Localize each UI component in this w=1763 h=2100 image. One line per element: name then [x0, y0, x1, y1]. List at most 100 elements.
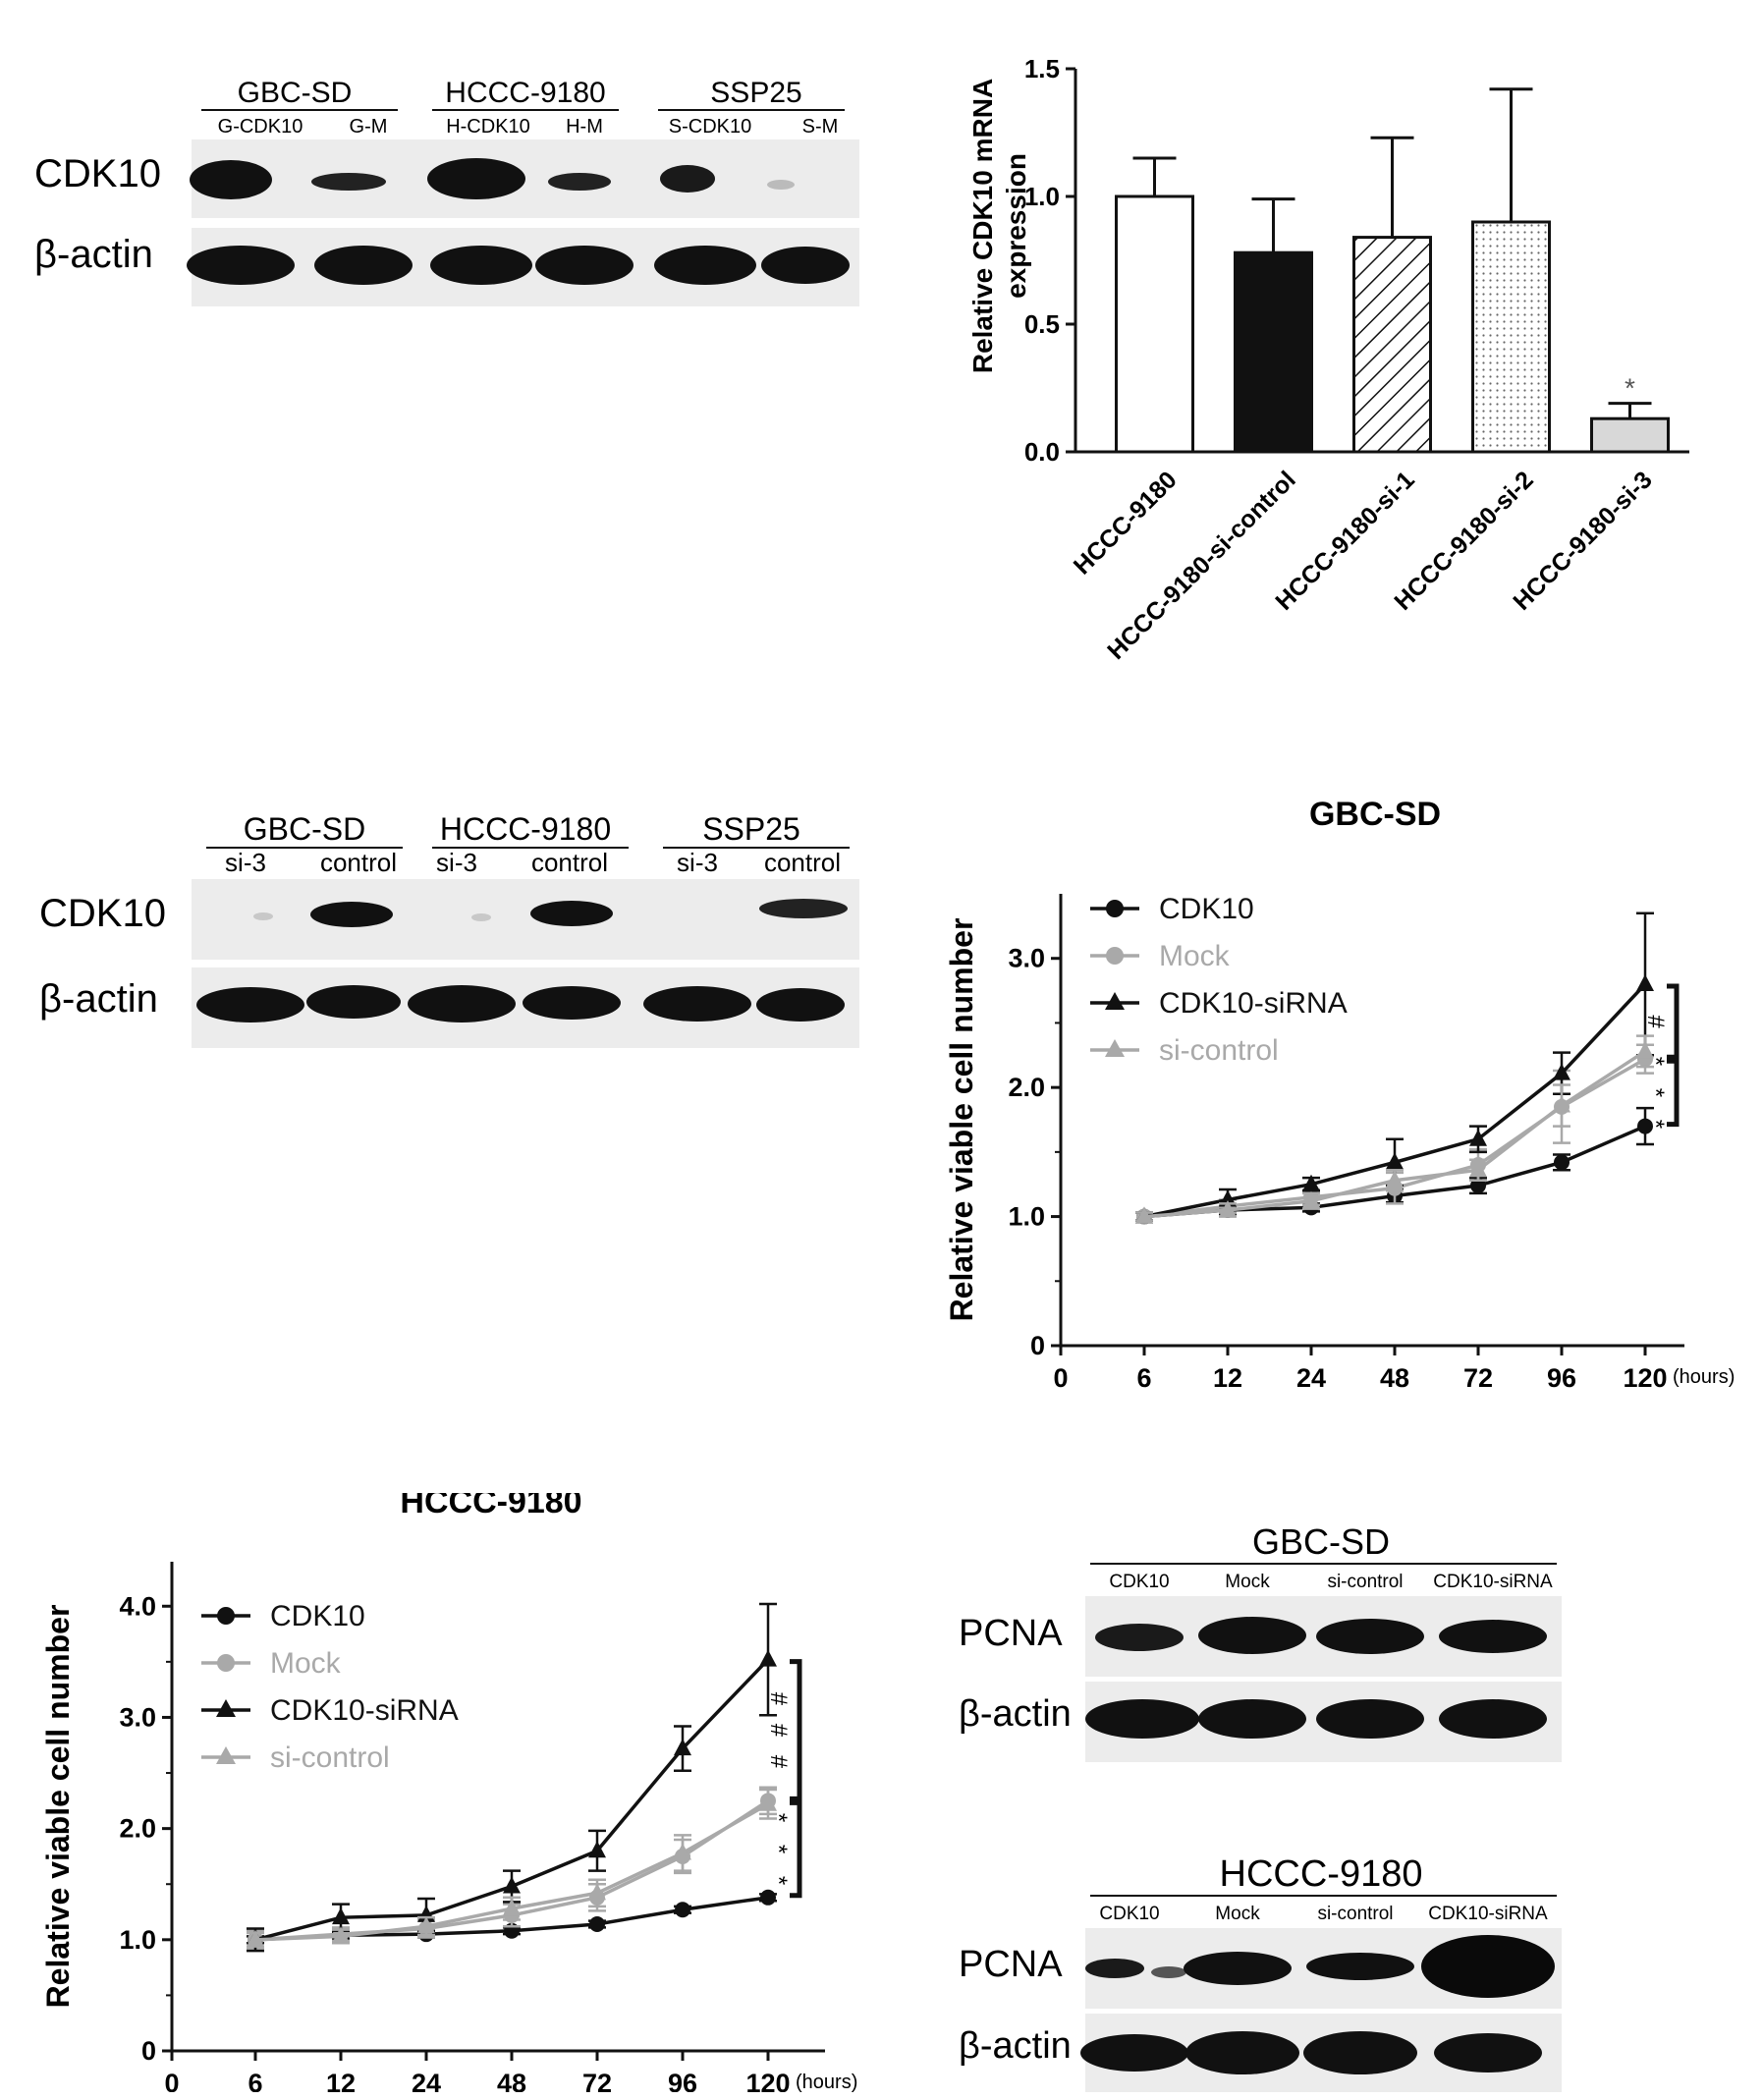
- band: [1184, 1952, 1292, 1985]
- data-point: [1636, 1041, 1654, 1059]
- data-point: [1553, 1095, 1570, 1113]
- lane-label: Mock: [1215, 1904, 1260, 1924]
- legend-label: si-control: [1159, 1034, 1279, 1067]
- blot-title: HCCC-9180: [1220, 1853, 1423, 1895]
- y-tick-label: 1.0: [1024, 182, 1060, 211]
- gbc-sd-growth-chart: GBC-SD Relative viable cell number 0 1.0 2.0…: [944, 796, 1735, 1393]
- band: [187, 246, 295, 285]
- significance-marker: #: [765, 1692, 792, 1706]
- data-point: [1302, 1174, 1320, 1191]
- legend-label: CDK10: [270, 1600, 365, 1632]
- bar: [1234, 250, 1313, 454]
- x-tick-label: 24: [412, 2069, 441, 2092]
- legend-marker: [216, 1746, 236, 1764]
- band: [306, 985, 401, 1019]
- legend-marker: [217, 1654, 235, 1672]
- data-point: [332, 1926, 350, 1944]
- band: [535, 246, 634, 285]
- data-point: [1135, 1206, 1153, 1224]
- lane-label: control: [764, 848, 841, 877]
- data-point: [1470, 1178, 1486, 1194]
- lane-label: CDK10: [1099, 1904, 1159, 1924]
- cdk10-sirna-blot: GBC-SD HCCC-9180 SSP25 si-3 control si-3…: [39, 811, 859, 1048]
- significance-bracket: [1667, 983, 1680, 1060]
- data-point: [674, 1843, 691, 1860]
- y-tick-label: 0: [141, 2036, 156, 2066]
- band: [1439, 1620, 1547, 1653]
- lane-label: si-3: [436, 848, 477, 877]
- data-point: [588, 1841, 606, 1858]
- bar: [1352, 236, 1432, 454]
- band: [756, 988, 845, 1022]
- lane-label: CDK10: [1109, 1572, 1169, 1592]
- band: [1085, 1699, 1199, 1739]
- data-point: [503, 1876, 521, 1894]
- data-point: [759, 1649, 777, 1667]
- significance-bracket: [1667, 1058, 1680, 1128]
- legend-label: Mock: [270, 1647, 342, 1680]
- y-tick-label: 2.0: [119, 1814, 156, 1844]
- y-tick-label: 3.0: [1008, 944, 1045, 973]
- data-point: [1386, 1170, 1404, 1188]
- cdk10-mrna-bar-chart: Relative CDK10 mRNA expression 0.0 0.5 1.0…: [967, 54, 1689, 665]
- blot-group-label: SSP25: [710, 77, 801, 109]
- lane-label: S-CDK10: [669, 116, 751, 138]
- band: [1085, 1959, 1144, 1978]
- band: [1198, 1617, 1306, 1654]
- legend-marker: [1105, 1039, 1125, 1057]
- significance-marker: #: [1642, 1015, 1669, 1028]
- x-tick-label: 96: [668, 2069, 697, 2092]
- x-axis-unit: (hours): [1673, 1366, 1735, 1388]
- legend-marker: [217, 1607, 235, 1625]
- x-tick-label: 24: [1296, 1363, 1326, 1393]
- lane-label: G-CDK10: [218, 116, 303, 138]
- x-tick-label: 48: [497, 2069, 526, 2092]
- legend-label: si-control: [270, 1741, 390, 1774]
- legend-label: CDK10-siRNA: [1159, 987, 1348, 1020]
- band: [196, 987, 304, 1022]
- band: [759, 899, 848, 918]
- band: [190, 160, 272, 199]
- x-tick-label: 96: [1547, 1363, 1576, 1393]
- band: [548, 173, 611, 191]
- x-tick-label: HCCC-9180: [1069, 466, 1183, 580]
- data-point: [1469, 1160, 1487, 1178]
- data-point: [1469, 1129, 1487, 1146]
- x-tick-label: 0: [164, 2069, 179, 2092]
- band: [408, 985, 516, 1022]
- lane-label: H-M: [566, 116, 603, 138]
- data-point: [1553, 1063, 1570, 1080]
- significance-marker: *: [765, 1876, 792, 1885]
- data-point: [1554, 1154, 1570, 1171]
- band: [310, 902, 393, 927]
- band: [1303, 2031, 1417, 2074]
- y-axis-label-line: expression: [1001, 153, 1031, 299]
- data-point: [332, 1907, 350, 1925]
- blot-row-label: PCNA: [959, 1613, 1063, 1654]
- bar: [1115, 194, 1194, 454]
- cdk10-overexpression-blot: GBC-SD HCCC-9180 SSP25 G-CDK10 G-M H-CDK…: [34, 77, 859, 306]
- blot-row-label: PCNA: [959, 1944, 1063, 1985]
- band: [523, 986, 621, 1020]
- significance-marker: #: [765, 1755, 792, 1769]
- band: [430, 246, 532, 285]
- band: [1185, 2031, 1299, 2074]
- significance-marker: *: [1625, 373, 1635, 404]
- band: [1316, 1619, 1424, 1654]
- y-tick-label: 0: [1030, 1331, 1045, 1360]
- data-point: [503, 1899, 521, 1916]
- data-point: [1386, 1152, 1404, 1170]
- band: [660, 165, 715, 193]
- x-tick-label: 120: [1623, 1363, 1667, 1393]
- x-tick-label: 72: [1463, 1363, 1493, 1393]
- data-point: [1636, 974, 1654, 991]
- band: [654, 246, 756, 285]
- x-tick-label: 48: [1380, 1363, 1409, 1393]
- band: [253, 912, 273, 920]
- bar: [1471, 220, 1551, 454]
- y-tick-label: 2.0: [1008, 1073, 1045, 1102]
- data-point: [589, 1915, 605, 1932]
- lane-label: si-control: [1317, 1904, 1393, 1924]
- lane-label: si-control: [1327, 1572, 1403, 1592]
- significance-marker: *: [1642, 1120, 1669, 1129]
